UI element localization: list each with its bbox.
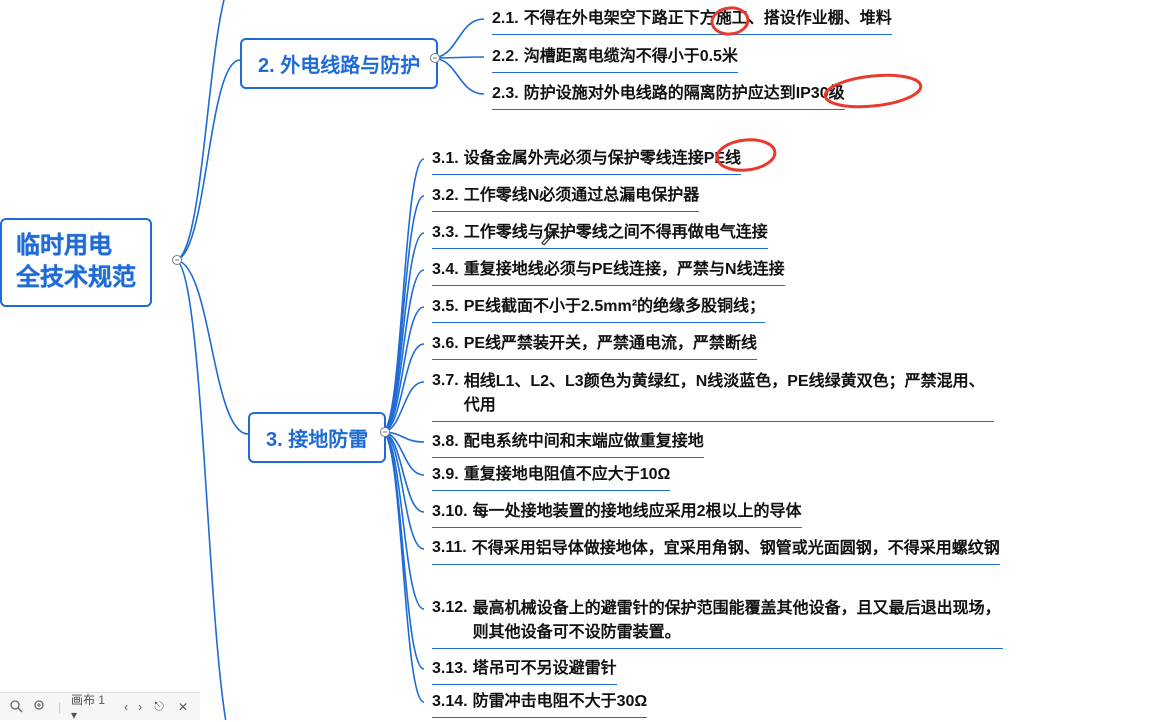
leaf-number: 3.14. bbox=[432, 693, 468, 711]
separator: | bbox=[58, 700, 61, 714]
leaf-number: 3.8. bbox=[432, 433, 459, 451]
search-icon[interactable] bbox=[10, 700, 24, 714]
zoom-icon[interactable] bbox=[34, 700, 48, 714]
export-icon[interactable]: ⎋ bbox=[152, 700, 166, 714]
leaf-text: 不得采用铝导体做接地体，宜采用角钢、钢管或光面圆钢，不得采用螺纹钢 bbox=[472, 537, 1000, 561]
root-node[interactable]: 临时用电 全技术规范 bbox=[0, 218, 152, 307]
canvas-selector[interactable]: 画布 1 ▾ bbox=[71, 691, 114, 722]
root-title-line2: 全技术规范 bbox=[16, 262, 136, 294]
leaf-text: PE线严禁装开关，严禁通电流，严禁断线 bbox=[464, 332, 757, 356]
collapse-toggle-root[interactable] bbox=[172, 255, 182, 265]
leaf-item[interactable]: 3.9. 重复接地电阻值不应大于10Ω bbox=[432, 463, 670, 491]
leaf-number: 2.3. bbox=[492, 85, 519, 103]
leaf-text: 重复接地线必须与PE线连接，严禁与N线连接 bbox=[464, 258, 785, 282]
leaf-number: 2.2. bbox=[492, 48, 519, 66]
leaf-text: 工作零线与保护零线之间不得再做电气连接 bbox=[464, 221, 768, 245]
leaf-text: 沟槽距离电缆沟不得小于0.5米 bbox=[524, 45, 738, 69]
leaf-number: 3.2. bbox=[432, 187, 459, 205]
leaf-item[interactable]: 2.2. 沟槽距离电缆沟不得小于0.5米 bbox=[492, 45, 738, 73]
leaf-item[interactable]: 3.12. 最高机械设备上的避雷针的保护范围能覆盖其他设备，且又最后退出现场，则其… bbox=[432, 597, 1003, 649]
leaf-item[interactable]: 3.1. 设备金属外壳必须与保护零线连接PE线 bbox=[432, 147, 741, 175]
leaf-number: 3.5. bbox=[432, 298, 459, 316]
leaf-text: 重复接地电阻值不应大于10Ω bbox=[464, 463, 671, 487]
leaf-text: 工作零线N必须通过总漏电保护器 bbox=[464, 184, 700, 208]
leaf-text: PE线截面不小于2.5mm²的绝缘多股铜线； bbox=[464, 295, 765, 319]
leaf-text: 最高机械设备上的避雷针的保护范围能覆盖其他设备，且又最后退出现场，则其他设备可不… bbox=[473, 597, 1003, 645]
leaf-item[interactable]: 3.11. 不得采用铝导体做接地体，宜采用角钢、钢管或光面圆钢，不得采用螺纹钢 bbox=[432, 537, 1000, 565]
leaf-text: 设备金属外壳必须与保护零线连接PE线 bbox=[464, 147, 741, 171]
leaf-item[interactable]: 3.10. 每一处接地装置的接地线应采用2根以上的导体 bbox=[432, 500, 802, 528]
leaf-number: 3.11. bbox=[432, 539, 467, 557]
leaf-item[interactable]: 2.1. 不得在外电架空下路正下方施工、搭设作业棚、堆料 bbox=[492, 7, 892, 35]
leaf-text: 塔吊可不另设避雷针 bbox=[473, 657, 617, 681]
root-title-line1: 临时用电 bbox=[16, 230, 136, 262]
leaf-number: 3.7. bbox=[432, 372, 459, 390]
collapse-toggle-b3[interactable] bbox=[380, 427, 390, 437]
leaf-item[interactable]: 3.6. PE线严禁装开关，严禁通电流，严禁断线 bbox=[432, 332, 757, 360]
leaf-item[interactable]: 3.8. 配电系统中间和末端应做重复接地 bbox=[432, 430, 704, 458]
leaf-text: 不得在外电架空下路正下方施工、搭设作业棚、堆料 bbox=[524, 7, 892, 31]
chevron-left-icon[interactable]: ‹ bbox=[124, 700, 128, 714]
leaf-item[interactable]: 3.4. 重复接地线必须与PE线连接，严禁与N线连接 bbox=[432, 258, 785, 286]
leaf-text: 每一处接地装置的接地线应采用2根以上的导体 bbox=[473, 500, 802, 524]
leaf-number: 3.9. bbox=[432, 466, 459, 484]
leaf-number: 3.12. bbox=[432, 599, 468, 617]
branch-label: 3. 接地防雷 bbox=[266, 429, 368, 451]
leaf-number: 3.1. bbox=[432, 150, 459, 168]
leaf-item[interactable]: 3.13. 塔吊可不另设避雷针 bbox=[432, 657, 617, 685]
leaf-item[interactable]: 3.3. 工作零线与保护零线之间不得再做电气连接 bbox=[432, 221, 768, 249]
leaf-number: 3.13. bbox=[432, 660, 468, 678]
leaf-number: 3.6. bbox=[432, 335, 459, 353]
branch-label: 2. 外电线路与防护 bbox=[258, 55, 420, 77]
branch-node-3[interactable]: 3. 接地防雷 bbox=[248, 412, 386, 463]
leaf-item[interactable]: 3.5. PE线截面不小于2.5mm²的绝缘多股铜线； bbox=[432, 295, 765, 323]
leaf-text: 配电系统中间和末端应做重复接地 bbox=[464, 430, 704, 454]
leaf-item[interactable]: 3.14. 防雷冲击电阻不大于30Ω bbox=[432, 690, 647, 718]
leaf-item[interactable]: 3.2. 工作零线N必须通过总漏电保护器 bbox=[432, 184, 699, 212]
leaf-number: 3.3. bbox=[432, 224, 459, 242]
leaf-item[interactable]: 2.3. 防护设施对外电线路的隔离防护应达到IP30级 bbox=[492, 82, 845, 110]
leaf-text: 防雷冲击电阻不大于30Ω bbox=[473, 690, 648, 714]
close-icon[interactable]: ✕ bbox=[176, 700, 190, 714]
leaf-item[interactable]: 3.7. 相线L1、L2、L3颜色为黄绿红，N线淡蓝色，PE线绿黄双色；严禁混用、… bbox=[432, 370, 994, 422]
branch-node-2[interactable]: 2. 外电线路与防护 bbox=[240, 38, 438, 89]
leaf-number: 2.1. bbox=[492, 10, 519, 28]
bottom-toolbar: | 画布 1 ▾ ‹ › ⎋ ✕ bbox=[0, 692, 200, 720]
collapse-toggle-b2[interactable] bbox=[430, 53, 440, 63]
leaf-number: 3.4. bbox=[432, 261, 459, 279]
leaf-text: 相线L1、L2、L3颜色为黄绿红，N线淡蓝色，PE线绿黄双色；严禁混用、代用 bbox=[464, 370, 994, 418]
leaf-text: 防护设施对外电线路的隔离防护应达到IP30级 bbox=[524, 82, 845, 106]
chevron-right-icon[interactable]: › bbox=[138, 700, 142, 714]
leaf-number: 3.10. bbox=[432, 503, 468, 521]
